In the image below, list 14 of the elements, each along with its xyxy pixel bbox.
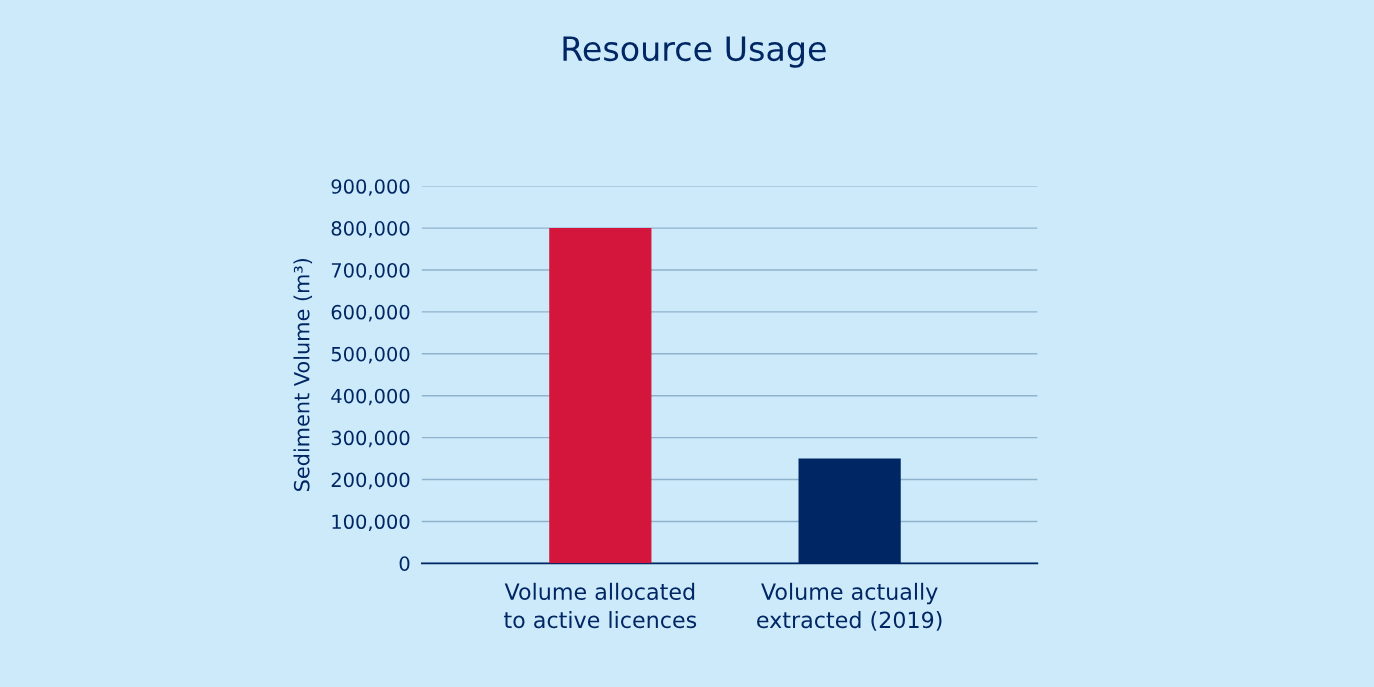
y-tick-label: 800,000 bbox=[331, 221, 410, 238]
y-tick-label: 900,000 bbox=[331, 179, 410, 196]
y-tick-label: 700,000 bbox=[331, 262, 410, 280]
y-axis-title: Sediment Volume (m³) bbox=[293, 258, 313, 491]
x-tick-label: Volume actually extracted (2019) bbox=[757, 582, 942, 631]
x-tick-label: Volume allocated to active licences bbox=[504, 582, 697, 629]
y-tick-label: 400,000 bbox=[331, 388, 410, 406]
y-tick-label: 300,000 bbox=[331, 430, 410, 448]
y-tick-label: 100,000 bbox=[332, 514, 410, 532]
y-tick-label: 600,000 bbox=[331, 304, 410, 322]
chart-title: Resource Usage bbox=[563, 36, 826, 68]
y-tick-label: 500,000 bbox=[331, 346, 410, 364]
y-tick-label: 0 bbox=[399, 556, 410, 571]
y-tick-label: 200,000 bbox=[331, 472, 410, 490]
